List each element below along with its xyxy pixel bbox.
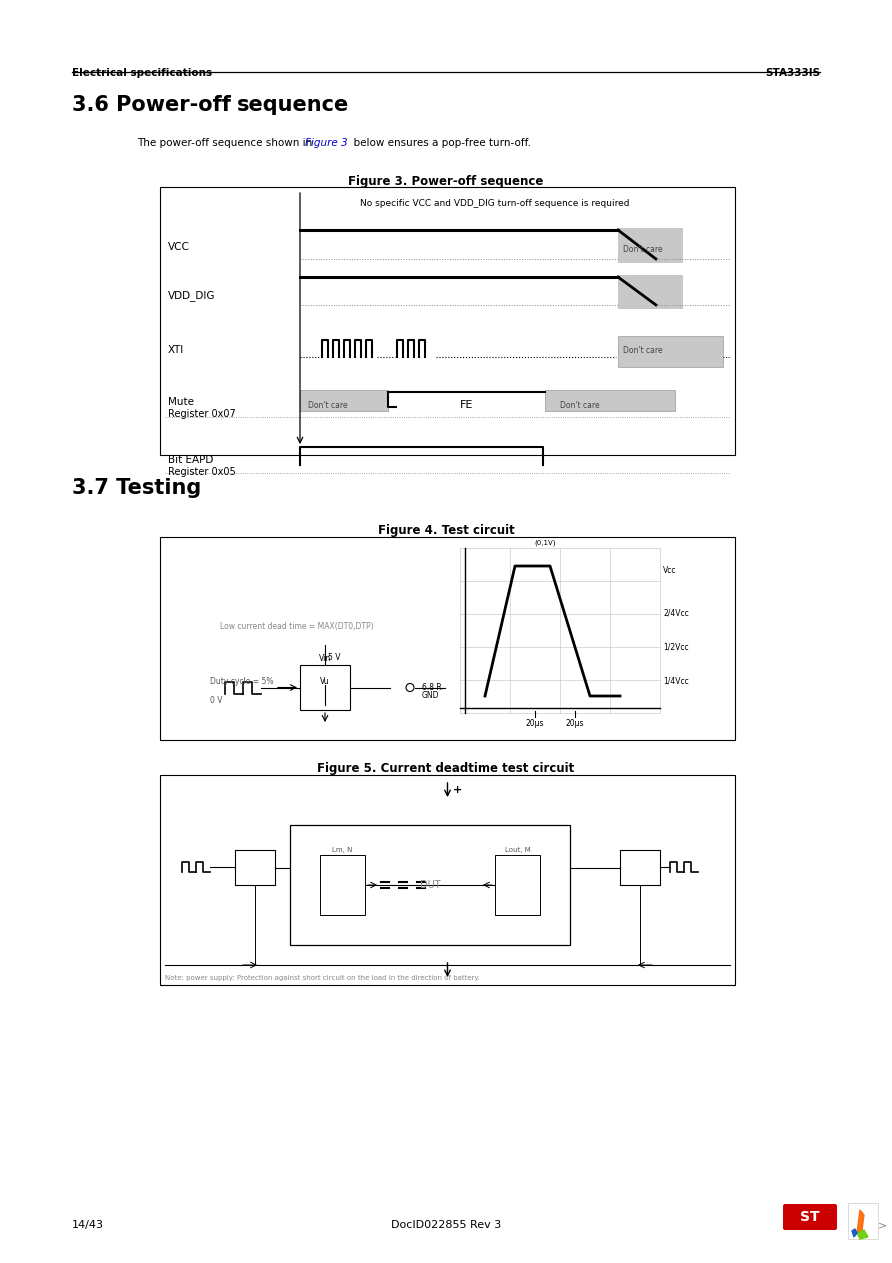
Text: Register 0x07: Register 0x07 xyxy=(168,409,235,419)
Text: Don't care: Don't care xyxy=(623,346,663,355)
Text: The power-off sequence shown in: The power-off sequence shown in xyxy=(137,138,312,148)
Text: DUT: DUT xyxy=(420,880,441,890)
Text: Vcc: Vcc xyxy=(663,566,676,575)
Text: 14/43: 14/43 xyxy=(72,1220,104,1230)
Text: Note: power supply: Protection against short circuit on the load in the directio: Note: power supply: Protection against s… xyxy=(165,975,480,981)
Text: Lm, N: Lm, N xyxy=(333,847,352,853)
Text: 3.7 Testing: 3.7 Testing xyxy=(72,477,202,498)
Text: 20μs: 20μs xyxy=(566,719,584,727)
Text: STA333IS: STA333IS xyxy=(764,68,820,78)
Text: Don't care: Don't care xyxy=(623,245,663,254)
Text: below ensures a pop-free turn-off.: below ensures a pop-free turn-off. xyxy=(347,138,531,148)
Text: DocID022855 Rev 3: DocID022855 Rev 3 xyxy=(391,1220,501,1230)
Bar xyxy=(545,390,675,410)
Text: 5 V: 5 V xyxy=(328,653,341,662)
Bar xyxy=(618,275,683,309)
Text: No specific VCC and VDD_DIG turn-off sequence is required: No specific VCC and VDD_DIG turn-off seq… xyxy=(360,200,630,208)
Text: 0 V: 0 V xyxy=(210,696,222,705)
Text: FE: FE xyxy=(459,400,473,410)
Text: Figure 3: Figure 3 xyxy=(305,138,348,148)
Text: +: + xyxy=(452,786,462,794)
Text: Figure 5. Current deadtime test circuit: Figure 5. Current deadtime test circuit xyxy=(318,762,574,775)
Text: Duty cycle = 5%: Duty cycle = 5% xyxy=(210,677,274,686)
Text: GND: GND xyxy=(422,692,440,701)
Bar xyxy=(848,1202,878,1239)
Text: Electrical specifications: Electrical specifications xyxy=(72,68,212,78)
Bar xyxy=(620,850,660,885)
FancyBboxPatch shape xyxy=(783,1204,837,1230)
Text: Don't care: Don't care xyxy=(560,400,599,410)
Text: 2/4Vcc: 2/4Vcc xyxy=(663,608,689,618)
Bar xyxy=(300,390,388,410)
Bar xyxy=(235,850,275,885)
Bar xyxy=(290,825,570,945)
Text: VCC: VCC xyxy=(168,242,190,253)
Text: >: > xyxy=(878,1220,888,1230)
Text: Vu: Vu xyxy=(320,677,330,686)
Bar xyxy=(618,336,723,368)
Polygon shape xyxy=(857,1210,864,1233)
Text: sequence: sequence xyxy=(237,95,350,115)
Text: Don't care: Don't care xyxy=(308,400,348,410)
Text: Low current dead time = MAX(DT0,DTP): Low current dead time = MAX(DT0,DTP) xyxy=(220,621,374,632)
Polygon shape xyxy=(857,1230,868,1239)
Text: Vin: Vin xyxy=(318,654,331,663)
Text: 3.6 Power-off: 3.6 Power-off xyxy=(72,95,231,115)
Bar xyxy=(160,187,735,455)
Text: Lout, M: Lout, M xyxy=(505,847,531,853)
Bar xyxy=(160,537,735,740)
Text: 6.8 R: 6.8 R xyxy=(422,682,442,692)
Text: VDD_DIG: VDD_DIG xyxy=(168,290,216,301)
Bar xyxy=(320,855,365,914)
Text: Register 0x05: Register 0x05 xyxy=(168,467,235,477)
Text: Mute: Mute xyxy=(168,397,194,407)
Text: Figure 3. Power-off sequence: Figure 3. Power-off sequence xyxy=(348,176,544,188)
Text: 20μs: 20μs xyxy=(525,719,544,727)
Bar xyxy=(160,775,735,985)
Text: 1/2Vcc: 1/2Vcc xyxy=(663,643,689,652)
Text: (0,1V): (0,1V) xyxy=(534,539,556,546)
Text: Figure 4. Test circuit: Figure 4. Test circuit xyxy=(377,524,515,537)
Bar xyxy=(300,666,350,710)
Text: XTI: XTI xyxy=(168,345,185,355)
Text: ST: ST xyxy=(800,1210,820,1224)
Text: 1/4Vcc: 1/4Vcc xyxy=(663,676,689,685)
Bar xyxy=(618,229,683,263)
Text: Bit EAPD: Bit EAPD xyxy=(168,455,213,465)
Polygon shape xyxy=(852,1229,857,1236)
Bar xyxy=(495,855,540,914)
